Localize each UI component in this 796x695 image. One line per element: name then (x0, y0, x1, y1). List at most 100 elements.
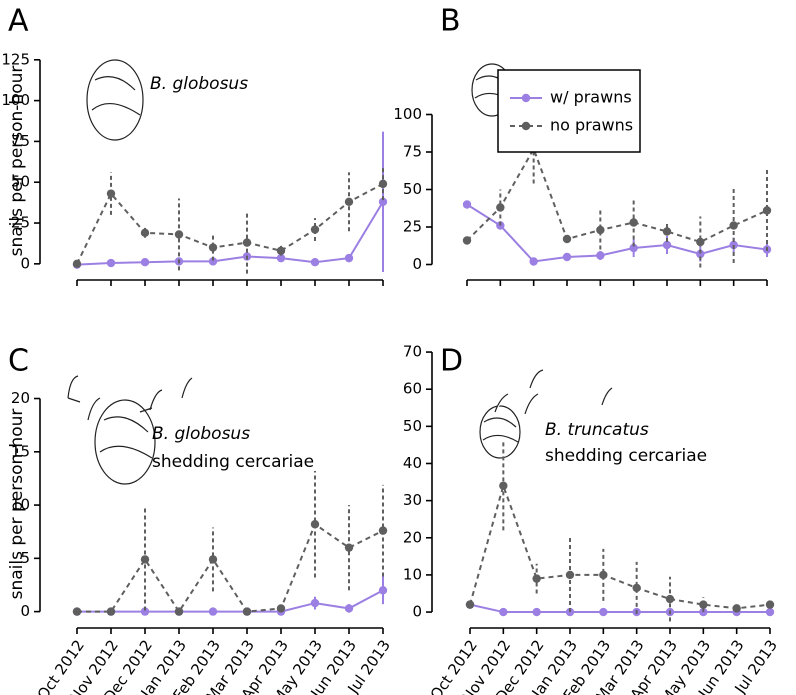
point (462, 236, 472, 245)
y-tick-label: 50 (403, 417, 422, 435)
panel-label: A (8, 4, 29, 39)
y-tick-label: 25 (403, 218, 422, 236)
point (344, 543, 354, 552)
point (310, 520, 320, 529)
legend-label: no prawns (550, 116, 633, 135)
y-tick-label: 60 (403, 380, 422, 398)
y-tick-label: 20 (403, 528, 422, 546)
y-tick-label: 10 (11, 496, 30, 514)
point (174, 230, 184, 239)
point (632, 583, 641, 593)
point (529, 257, 538, 266)
y-tick-label: 0 (20, 254, 30, 272)
legend-dot (521, 121, 531, 131)
point (378, 197, 388, 207)
y-tick-label: 50 (11, 173, 30, 191)
point (140, 555, 150, 564)
point (532, 607, 541, 617)
panel-label: D (440, 344, 463, 379)
y-tick-label: 5 (20, 549, 30, 567)
point (565, 570, 575, 580)
point (629, 243, 638, 253)
y-tick-label: 40 (403, 454, 422, 472)
point (276, 604, 286, 613)
y-tick-label: 15 (11, 442, 30, 460)
point (208, 243, 218, 252)
y-tick-label: 0 (412, 603, 422, 621)
point (696, 249, 705, 259)
y-tick-label: 50 (403, 180, 422, 198)
point (729, 221, 738, 230)
series-line (76, 201, 384, 266)
point (276, 253, 286, 263)
point (532, 574, 541, 583)
series-line (469, 482, 771, 610)
point (499, 481, 508, 490)
point (596, 225, 605, 235)
y-tick-label: 100 (1, 91, 30, 109)
annotation: B. globosus (150, 74, 248, 94)
point (174, 607, 184, 616)
y-tick-label: 100 (393, 105, 422, 123)
point (562, 252, 572, 262)
point (72, 259, 82, 269)
point (140, 607, 150, 616)
y-tick-label: 125 (1, 50, 30, 68)
annotation: B. truncatus (545, 420, 649, 440)
point (208, 607, 218, 616)
point (310, 598, 320, 608)
point (208, 257, 218, 266)
point (499, 607, 508, 617)
illustration (67, 59, 613, 485)
point (310, 225, 320, 234)
legend-box (497, 69, 641, 153)
point (106, 258, 116, 268)
y-tick-label: 70 (403, 343, 422, 361)
point (599, 570, 608, 580)
annotation: B. globosus (152, 424, 250, 444)
y-axis-label: snails per person-hour (7, 66, 27, 257)
y-axis-label: snails per person-hour (7, 409, 27, 600)
point (629, 218, 638, 227)
y-tick-label: 0 (412, 255, 422, 273)
point (732, 604, 741, 613)
point (378, 526, 388, 535)
point (496, 203, 505, 212)
panel-label: B (440, 4, 461, 39)
point (140, 228, 150, 238)
y-tick-label: 20 (11, 389, 30, 407)
point (378, 179, 388, 189)
y-tick-label: 0 (20, 602, 30, 620)
panel-label: C (8, 344, 29, 379)
point (208, 555, 218, 564)
series-line (469, 603, 770, 614)
point (378, 586, 388, 595)
point (662, 240, 672, 250)
series-line (77, 589, 384, 613)
series-line (77, 522, 384, 614)
point (276, 246, 286, 255)
y-tick-label: 10 (403, 565, 422, 583)
point (242, 238, 252, 247)
series-line (76, 182, 384, 265)
point (596, 251, 605, 260)
point (140, 258, 150, 267)
annotation: shedding cercariae (545, 446, 707, 466)
point (310, 258, 320, 267)
legend-dot (521, 93, 531, 103)
point (599, 607, 608, 617)
point (106, 607, 116, 616)
y-tick-label: 75 (11, 132, 30, 150)
point (662, 227, 672, 236)
point (242, 607, 252, 616)
annotation: shedding cercariae (152, 452, 314, 472)
point (699, 600, 708, 609)
point (462, 200, 472, 209)
point (562, 234, 572, 244)
y-tick-label: 75 (403, 143, 422, 161)
point (465, 600, 475, 609)
point (765, 600, 775, 609)
y-tick-label: 25 (11, 214, 30, 232)
y-tick-label: 30 (403, 491, 422, 509)
